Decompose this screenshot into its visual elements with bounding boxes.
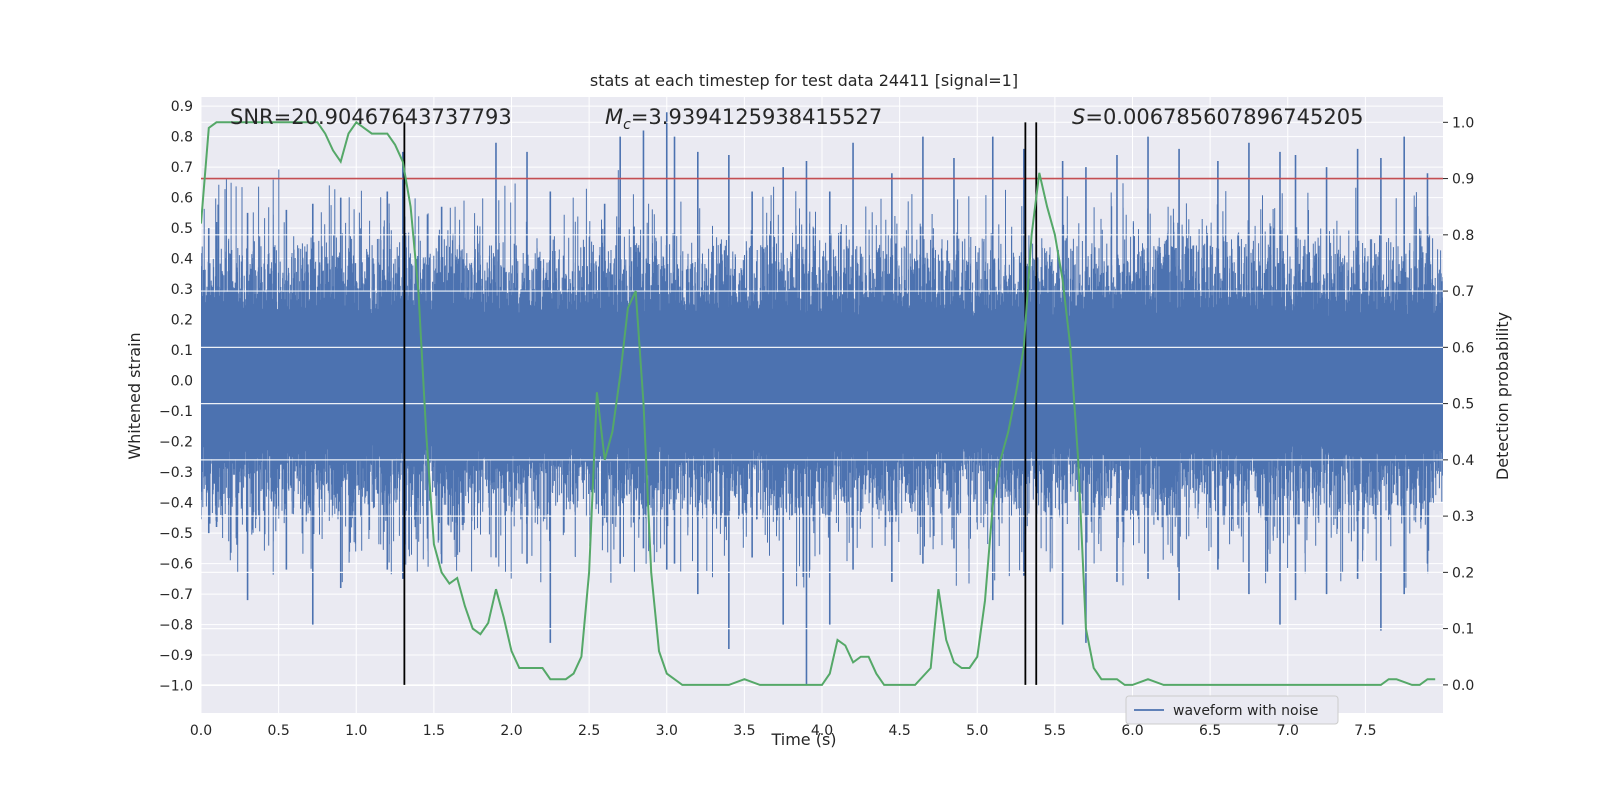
left-axis-ticks: 0.9 0.8 0.7 0.6 0.5 0.4 0.3 0.2 0.1 0.0 −0.1 −0.2 −0…	[159, 99, 193, 694]
x-tick-label: 6.5	[1199, 723, 1221, 739]
s-value: =0.006785607896745205	[1085, 105, 1363, 129]
x-tick-label: 0.0	[190, 723, 212, 739]
plot-area	[201, 112, 1443, 686]
x-tick-label: 4.0	[811, 723, 833, 739]
left-tick-label: 0.6	[171, 191, 193, 207]
right-axis-label: Detection probability	[1493, 312, 1512, 480]
mc-subscript: c	[623, 117, 631, 133]
left-tick-label: −0.6	[159, 557, 193, 573]
x-tick-label: 0.5	[267, 723, 289, 739]
probability-line	[201, 120, 1436, 686]
left-tick-label: −0.9	[159, 648, 193, 664]
left-tick-label: −0.8	[159, 618, 193, 634]
left-tick-label: −0.2	[159, 435, 193, 451]
left-tick-label: 0.3	[171, 282, 193, 298]
left-tick-label: 0.4	[171, 252, 193, 268]
x-tick-label: 5.0	[966, 723, 988, 739]
right-tick-label: 0.2	[1452, 565, 1474, 581]
right-tick-label: 0.4	[1452, 453, 1474, 469]
x-tick-label: 1.0	[345, 723, 367, 739]
left-tick-label: −0.7	[159, 587, 193, 603]
right-tick-label: 0.9	[1452, 172, 1474, 188]
mc-symbol: M	[605, 105, 623, 129]
right-tick-label: 0.1	[1452, 622, 1474, 638]
chart-title: stats at each timestep for test data 244…	[590, 71, 1018, 90]
x-tick-label: 4.5	[888, 723, 910, 739]
right-tick-label: 0.7	[1452, 284, 1474, 300]
left-tick-label: 0.8	[171, 130, 193, 146]
event-lines	[403, 122, 1038, 685]
x-tick-label: 2.5	[578, 723, 600, 739]
left-tick-label: −0.1	[159, 404, 193, 420]
right-tick-label: 0.0	[1452, 678, 1474, 694]
x-tick-label: 3.0	[656, 723, 678, 739]
s-symbol: S	[1072, 105, 1085, 129]
legend-box	[1125, 695, 1339, 725]
x-axis-ticks: 0.0 0.5 1.0 1.5 2.0 2.5 3.0 3.5 4.0 4.5 5.0 5.5 6.0 6…	[190, 723, 1377, 739]
right-tick-label: 0.5	[1452, 397, 1474, 413]
right-tick-label: 0.6	[1452, 340, 1474, 356]
right-axis-ticks: 1.0 0.9 0.8 0.7 0.6 0.5 0.4 0.3 0.2 0.1 0.0	[1443, 115, 1474, 694]
x-tick-label: 3.5	[733, 723, 755, 739]
right-tick-label: 1.0	[1452, 115, 1474, 131]
probability-series	[201, 120, 1436, 686]
legend-label: waveform with noise	[1173, 703, 1318, 719]
left-tick-label: 0.9	[171, 99, 193, 115]
chirp-mass-annotation: Mc=3.9394125938415527	[605, 105, 882, 133]
x-tick-label: 7.0	[1277, 723, 1299, 739]
left-tick-label: 0.5	[171, 221, 193, 237]
left-tick-label: 0.0	[171, 374, 193, 390]
x-tick-label: 1.5	[423, 723, 445, 739]
x-tick-label: 6.0	[1121, 723, 1143, 739]
left-tick-label: 0.1	[171, 343, 193, 359]
left-tick-label: −0.3	[159, 465, 193, 481]
x-tick-label: 7.5	[1354, 723, 1376, 739]
s-annotation: S=0.006785607896745205	[1072, 105, 1363, 129]
right-tick-label: 0.3	[1452, 509, 1474, 525]
waveform-series	[201, 112, 1443, 686]
x-tick-label: 5.5	[1044, 723, 1066, 739]
left-tick-label: −1.0	[159, 679, 193, 695]
snr-annotation: SNR=20.90467643737793	[230, 105, 512, 129]
left-axis-label: Whitened strain	[125, 332, 144, 459]
x-tick-label: 2.0	[500, 723, 522, 739]
mc-value: =3.9394125938415527	[631, 105, 882, 129]
left-tick-label: 0.2	[171, 313, 193, 329]
legend: waveform with noise	[1125, 695, 1339, 725]
left-tick-label: −0.4	[159, 496, 193, 512]
right-tick-label: 0.8	[1452, 228, 1474, 244]
left-tick-label: 0.7	[171, 160, 193, 176]
left-tick-label: −0.5	[159, 526, 193, 542]
x-axis-label: Time (s)	[770, 730, 836, 749]
